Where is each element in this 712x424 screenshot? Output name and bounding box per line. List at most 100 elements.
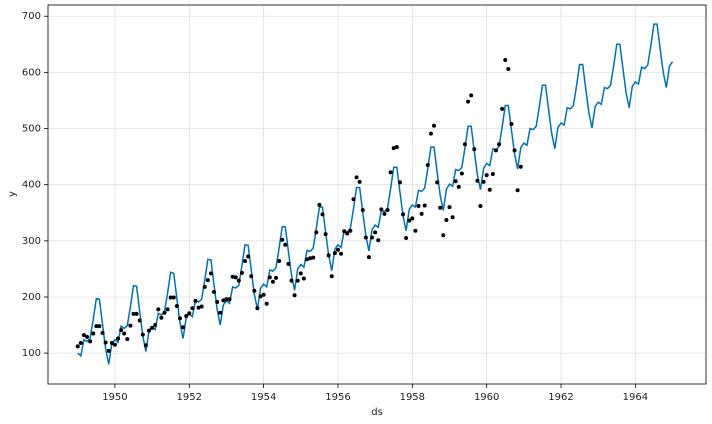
data-point [286, 261, 291, 266]
data-point [258, 294, 263, 299]
data-point [428, 131, 433, 136]
data-point [363, 235, 368, 240]
x-tick-label: 1964 [623, 392, 648, 403]
data-point [193, 298, 198, 303]
data-point [261, 292, 266, 297]
data-point [456, 184, 461, 189]
y-tick-label: 100 [22, 348, 41, 359]
data-point [419, 211, 424, 216]
data-point [304, 257, 309, 262]
data-point [156, 307, 161, 312]
data-point [190, 306, 195, 311]
data-point [174, 303, 179, 308]
data-point [311, 255, 316, 260]
data-point [187, 311, 192, 316]
y-tick-label: 600 [22, 67, 41, 78]
data-point [227, 297, 232, 302]
data-point [208, 271, 213, 276]
data-point [401, 212, 406, 217]
y-tick-label: 400 [22, 180, 41, 191]
data-point [116, 336, 121, 341]
data-point [233, 275, 238, 280]
data-point [512, 148, 517, 153]
y-tick-label: 500 [22, 124, 41, 135]
data-point [88, 339, 93, 344]
data-point [438, 205, 443, 210]
data-point [199, 304, 204, 309]
x-tick-label: 1960 [474, 392, 499, 403]
data-point [518, 164, 523, 169]
data-point [215, 300, 220, 305]
data-point [153, 323, 158, 328]
data-point [475, 178, 480, 183]
data-point [140, 332, 145, 337]
data-point [425, 163, 430, 168]
data-point [283, 242, 288, 247]
data-point [159, 315, 164, 320]
data-point [103, 340, 108, 345]
data-point [106, 348, 111, 353]
data-point [404, 236, 409, 241]
x-tick-label: 1954 [251, 392, 276, 403]
data-point [329, 274, 334, 279]
data-point [137, 318, 142, 323]
data-point [490, 172, 495, 177]
data-point [459, 171, 464, 176]
data-point [221, 298, 226, 303]
data-point [270, 279, 275, 284]
plot-frame [47, 4, 707, 385]
data-point [388, 170, 393, 175]
data-point [416, 204, 421, 209]
data-point [147, 328, 152, 333]
data-point [472, 147, 477, 152]
data-point [469, 93, 474, 98]
data-point [422, 203, 427, 208]
x-tick-label: 1962 [548, 392, 573, 403]
data-point [81, 333, 86, 338]
data-point [500, 106, 505, 111]
data-point [407, 218, 412, 223]
data-point [230, 274, 235, 279]
data-point [177, 316, 182, 321]
data-point [301, 276, 306, 281]
data-point [143, 343, 148, 348]
data-point [94, 324, 99, 329]
data-point [487, 187, 492, 192]
data-point [314, 230, 319, 235]
data-point [165, 307, 170, 312]
data-point [97, 324, 102, 329]
data-point [435, 180, 440, 185]
data-point [385, 207, 390, 212]
data-point [109, 341, 114, 346]
data-point [128, 323, 133, 328]
data-point [196, 305, 201, 310]
data-point [348, 228, 353, 233]
data-point [273, 275, 278, 280]
data-point [506, 67, 511, 72]
data-point [249, 274, 254, 279]
data-point [122, 331, 127, 336]
data-point [345, 231, 350, 236]
data-point [131, 311, 136, 316]
data-point [295, 278, 300, 283]
data-point [112, 342, 117, 347]
data-point [168, 295, 173, 300]
data-point [91, 331, 96, 336]
data-point [75, 344, 80, 349]
data-point [298, 271, 303, 276]
data-point [466, 99, 471, 104]
data-point [441, 233, 446, 238]
data-point [397, 180, 402, 185]
data-point [236, 278, 241, 283]
x-tick-label: 1956 [325, 392, 350, 403]
data-point [243, 259, 248, 264]
data-point [394, 145, 399, 150]
data-point [277, 259, 282, 264]
data-point [357, 179, 362, 184]
data-point [376, 238, 381, 243]
data-point [370, 235, 375, 240]
data-point [335, 247, 340, 252]
data-point [212, 289, 217, 294]
data-point [339, 251, 344, 256]
